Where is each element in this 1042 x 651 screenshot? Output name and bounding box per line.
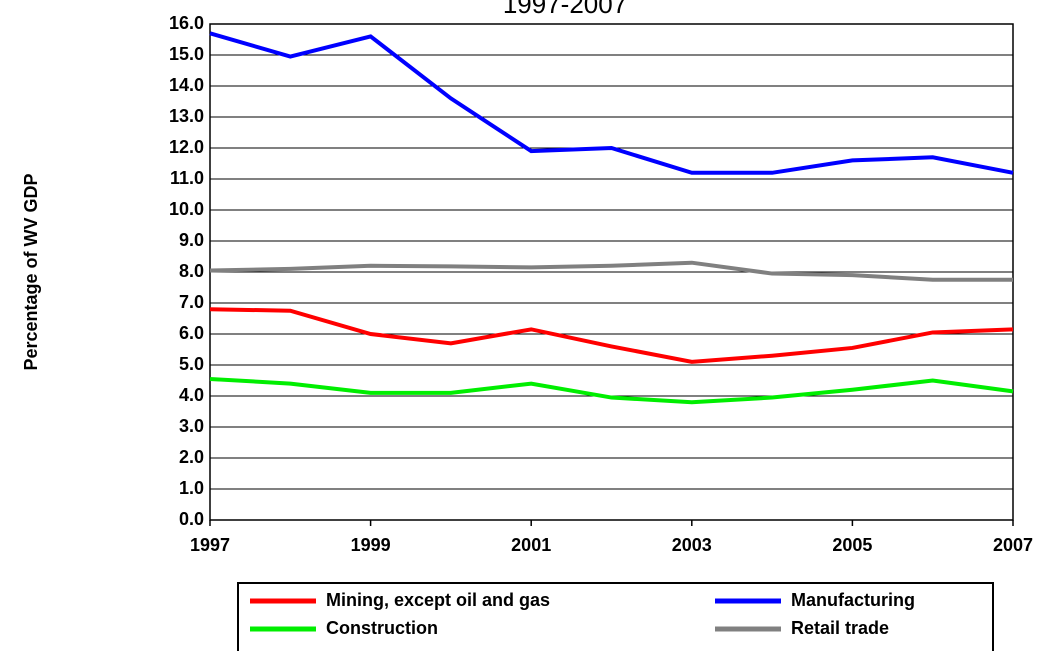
chart-title: 1997-2007 — [503, 0, 627, 19]
y-tick-label: 12.0 — [169, 137, 204, 157]
legend-label: Construction — [326, 618, 438, 638]
y-axis-label: Percentage of WV GDP — [21, 173, 41, 370]
y-tick-label: 15.0 — [169, 44, 204, 64]
y-tick-label: 16.0 — [169, 13, 204, 33]
y-tick-label: 1.0 — [179, 478, 204, 498]
y-tick-label: 5.0 — [179, 354, 204, 374]
y-tick-label: 9.0 — [179, 230, 204, 250]
y-tick-label: 6.0 — [179, 323, 204, 343]
y-tick-label: 3.0 — [179, 416, 204, 436]
x-tick-label: 1999 — [351, 535, 391, 555]
y-tick-label: 11.0 — [170, 168, 204, 188]
y-tick-label: 8.0 — [179, 261, 204, 281]
x-tick-label: 2007 — [993, 535, 1033, 555]
x-tick-label: 2003 — [672, 535, 712, 555]
legend-label: Retail trade — [791, 618, 889, 638]
y-tick-label: 4.0 — [179, 385, 204, 405]
series-line — [209, 260, 1013, 282]
plot-border — [209, 23, 1014, 521]
y-tick-label: 13.0 — [169, 106, 204, 126]
legend-label: Mining, except oil and gas — [326, 590, 550, 610]
series-line — [209, 31, 1014, 175]
y-tick-label: 10.0 — [169, 199, 204, 219]
x-tick-label: 2001 — [511, 535, 551, 555]
series-line — [209, 376, 1014, 405]
y-tick-label: 14.0 — [169, 75, 204, 95]
y-tick-label: 7.0 — [179, 292, 204, 312]
y-tick-label: 2.0 — [179, 447, 204, 467]
legend-box — [237, 582, 994, 651]
legend-label: Manufacturing — [791, 590, 915, 610]
x-tick-label: 2005 — [832, 535, 872, 555]
series-line — [209, 307, 1014, 364]
x-tick-label: 1997 — [190, 535, 230, 555]
y-tick-label: 0.0 — [179, 509, 204, 529]
